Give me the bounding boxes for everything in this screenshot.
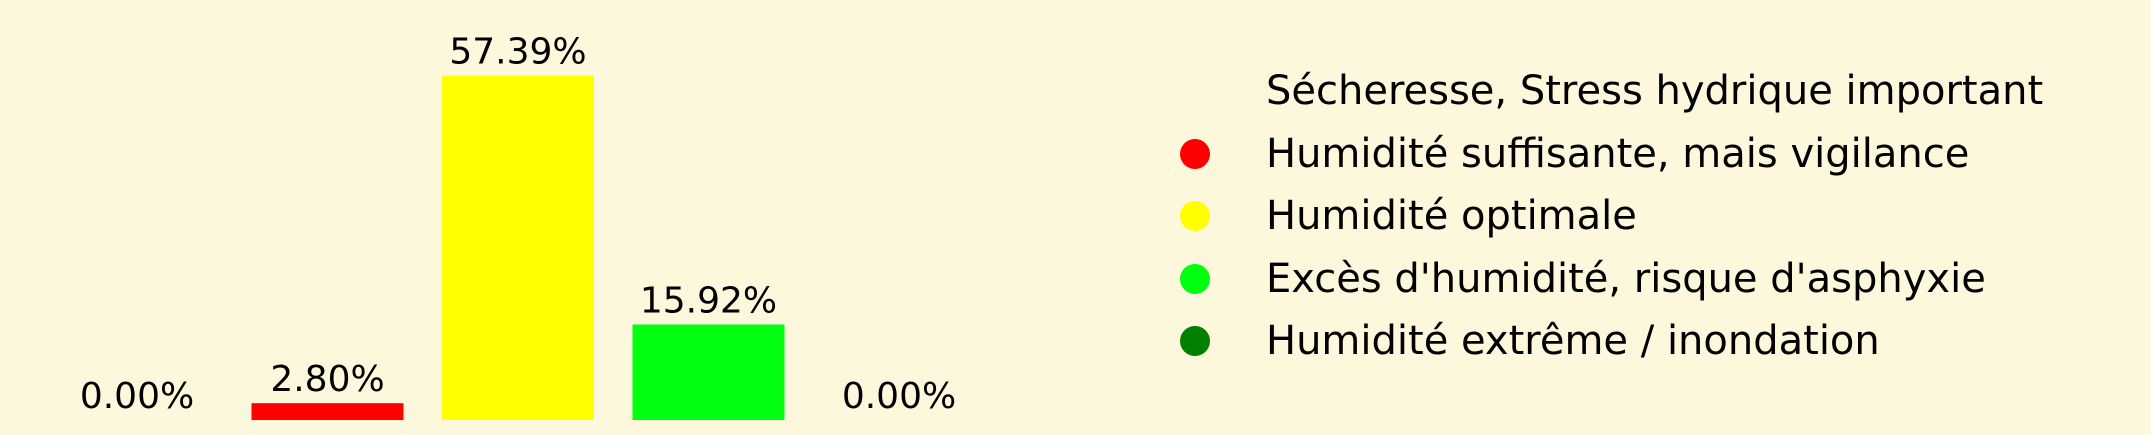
- legend-marker-icon: [1180, 326, 1210, 357]
- legend-label: Sécheresse, Stress hydrique important: [1266, 68, 2044, 115]
- legend-label: Humidité extrême / inondation: [1266, 318, 1880, 365]
- legend-item: Humidité extrême / inondation: [1180, 310, 2043, 373]
- legend-item: Humidité optimale: [1180, 185, 2043, 248]
- bar-value-label: 0.00%: [842, 376, 956, 417]
- legend-marker-icon: [1180, 263, 1210, 294]
- legend-label: Excès d'humidité, risque d'asphyxie: [1266, 255, 1986, 302]
- legend-marker-icon: [1180, 201, 1210, 232]
- bar-value-label: 0.00%: [80, 376, 194, 417]
- legend-marker-icon: [1180, 76, 1210, 107]
- bar-value-label: 15.92%: [640, 280, 777, 321]
- bar: [251, 403, 404, 420]
- bar: [632, 324, 785, 420]
- legend: Sécheresse, Stress hydrique important Hu…: [1180, 60, 2043, 373]
- bar-value-label: 57.39%: [449, 32, 586, 73]
- legend-item: Humidité suffisante, mais vigilance: [1180, 123, 2043, 186]
- legend-marker-icon: [1180, 138, 1210, 169]
- bar-value-label: 2.80%: [270, 359, 384, 400]
- legend-label: Humidité optimale: [1266, 193, 1637, 240]
- bar-chart-plot: 0.00% 2.80% 57.39% 15.92% 0.00%: [80, 32, 956, 420]
- legend-label: Humidité suffisante, mais vigilance: [1266, 130, 1970, 177]
- legend-item: Excès d'humidité, risque d'asphyxie: [1180, 248, 2043, 311]
- bar: [442, 75, 594, 420]
- legend-item: Sécheresse, Stress hydrique important: [1180, 60, 2043, 123]
